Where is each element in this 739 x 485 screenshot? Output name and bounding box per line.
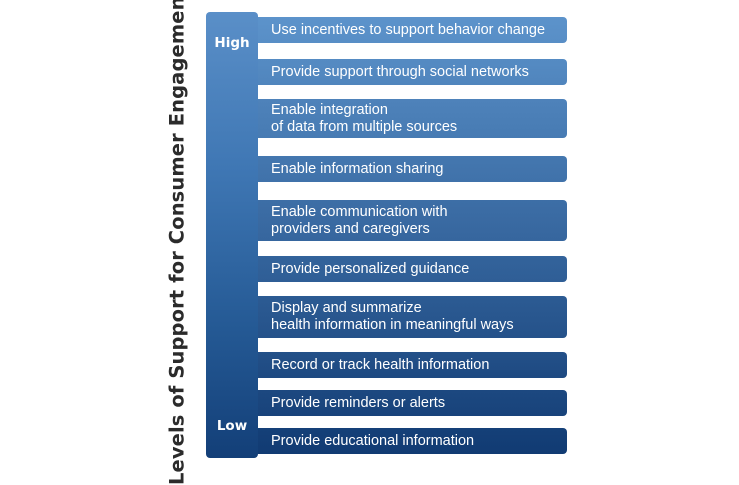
strategy-label-line: Use incentives to support behavior chang… [271,21,546,38]
strategy-label-line: Provide educational information [271,432,475,449]
strategy-item: Provide support through social networks [258,59,567,85]
strategy-label-line: Provide support through social networks [271,63,529,80]
level-bar [206,12,258,458]
axis-title: Levels of Support for Consumer Engagemen… [165,0,189,485]
strategy-item: Use incentives to support behavior chang… [258,17,567,43]
strategy-item: Record or track health information [258,352,567,378]
level-low-label: Low [216,418,248,434]
strategy-item: Provide educational information [258,428,567,454]
strategy-label-line: Enable communication with [271,203,448,220]
strategy-label-line: Enable integration [271,101,388,118]
strategy-item: Provide personalized guidance [258,256,567,282]
strategy-item: Display and summarize health information … [258,296,567,338]
strategy-label-line: Enable information sharing [271,160,444,177]
strategy-item: Provide reminders or alerts [258,390,567,416]
strategy-label-line: Record or track health information [271,356,490,373]
strategy-label-line: Provide reminders or alerts [271,394,446,411]
strategy-label-line: health information in meaningful ways [271,317,514,333]
strategy-label-line: Provide personalized guidance [271,260,470,277]
strategy-label-line: of data from multiple sources [271,118,458,135]
strategy-item: Enable integration of data from multiple … [258,99,567,138]
strategy-label-line: Display and summarize [271,300,422,316]
strategy-item: Enable communication with providers and c… [258,200,567,241]
strategy-label-line: providers and caregivers [271,220,430,237]
level-high-label: High [214,35,250,51]
strategy-item: Enable information sharing [258,156,567,182]
